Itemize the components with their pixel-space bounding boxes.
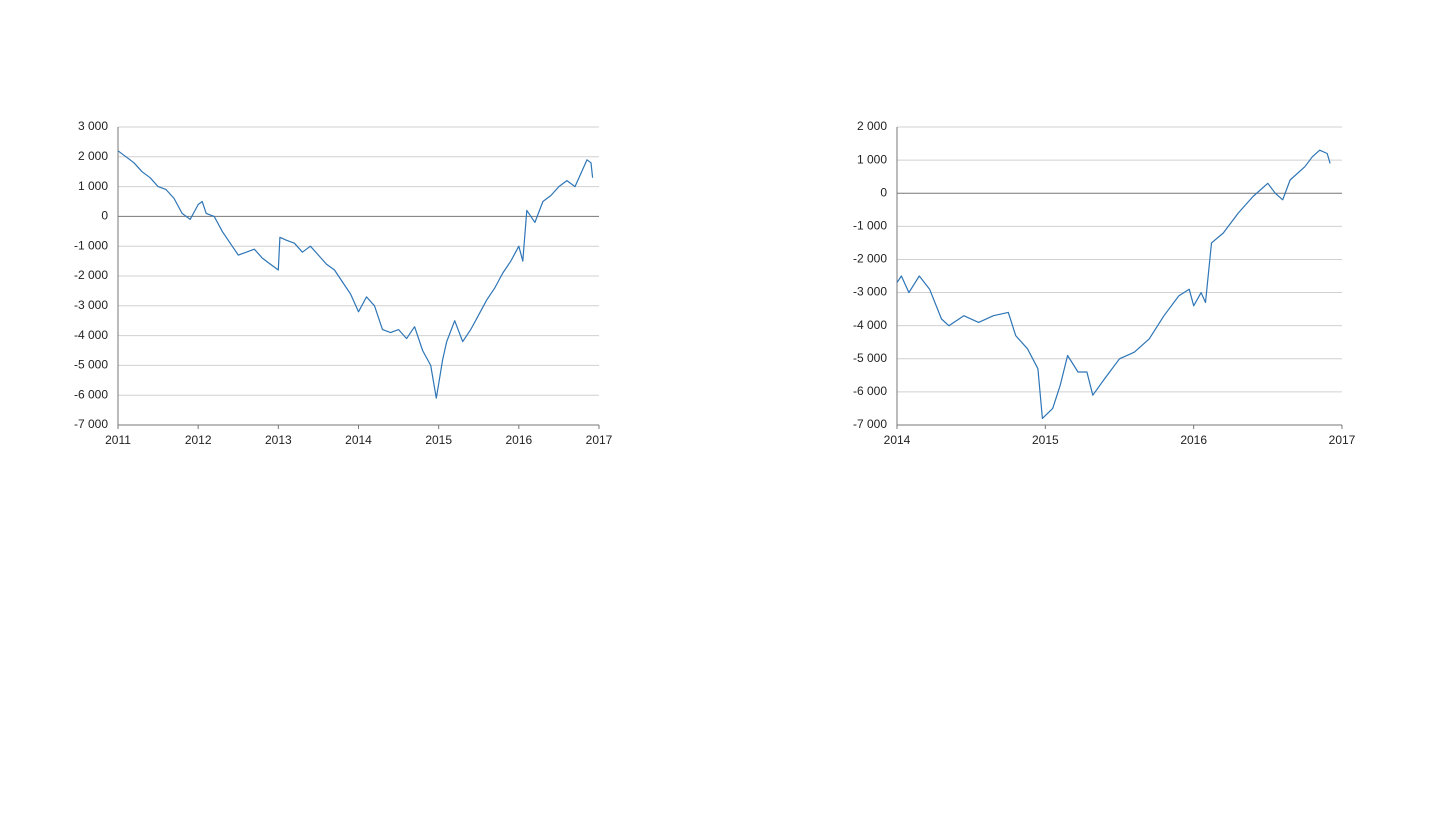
y-tick-label: 0 [101,209,108,223]
x-tick-label: 2017 [586,433,613,447]
y-tick-label: -7 000 [74,417,108,431]
x-tick-label: 2014 [884,433,911,447]
x-tick-label: 2011 [105,433,131,447]
x-tick-label: 2016 [505,433,532,447]
y-tick-label: -2 000 [74,268,108,282]
y-tick-label: -3 000 [74,298,108,312]
y-tick-label: -5 000 [853,351,887,365]
y-tick-label: 0 [880,185,887,199]
y-tick-label: -6 000 [853,384,887,398]
y-tick-label: -4 000 [74,328,108,342]
y-tick-label: -6 000 [74,387,108,401]
y-tick-label: -3 000 [853,285,887,299]
x-tick-label: 2015 [1032,433,1059,447]
y-tick-label: 2 000 [78,149,108,163]
y-tick-label: -1 000 [74,238,108,252]
x-tick-label: 2014 [345,433,372,447]
y-tick-label: -2 000 [853,252,887,266]
x-tick-label: 2012 [185,433,212,447]
data-line [117,150,594,399]
data-line [896,149,1331,419]
y-tick-label: -5 000 [74,358,108,372]
x-tick-label: 2013 [265,433,292,447]
x-tick-label: 2015 [425,433,452,447]
x-tick-label: 2017 [1329,433,1356,447]
y-tick-label: 3 000 [78,119,108,133]
y-tick-label: 2 000 [857,119,887,133]
x-tick-label: 2016 [1180,433,1207,447]
y-tick-label: -7 000 [853,417,887,431]
y-tick-label: 1 000 [857,152,887,166]
y-tick-label: -1 000 [853,219,887,233]
y-tick-label: 1 000 [78,179,108,193]
y-tick-label: -4 000 [853,318,887,332]
